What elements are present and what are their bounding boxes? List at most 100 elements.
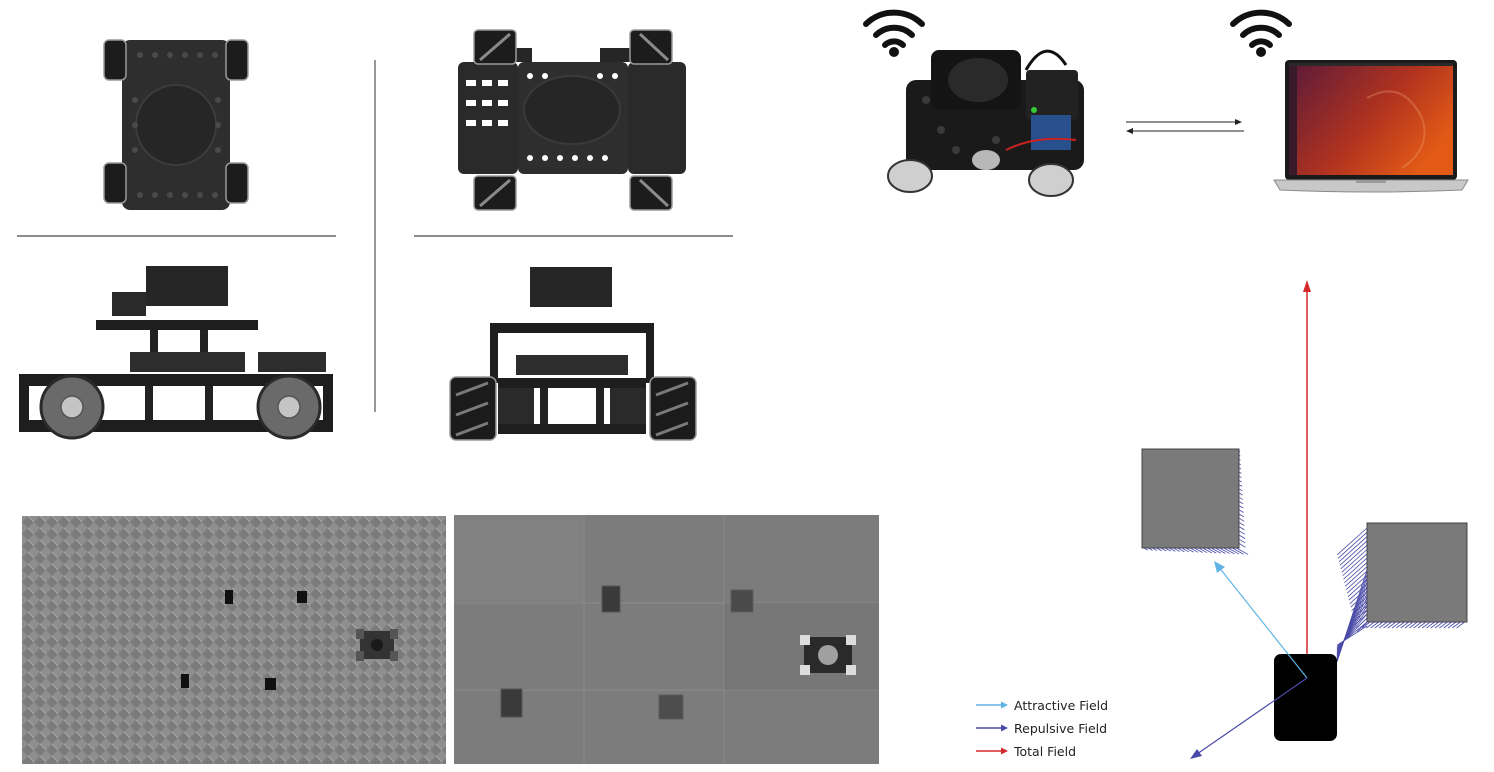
- repulsive-hatch-line: [1400, 621, 1409, 629]
- repulsive-hatch-line: [1227, 547, 1240, 555]
- repulsive-hatch-line: [1238, 496, 1243, 500]
- repulsive-hatch-line: [1346, 575, 1368, 594]
- repulsive-hatch-line: [1434, 621, 1444, 629]
- repulsive-hatch-line: [1206, 547, 1217, 554]
- repulsive-hatch-line: [1345, 570, 1368, 591]
- repulsive-hatch-line: [1238, 534, 1246, 539]
- legend-total-label: Total Field: [1014, 744, 1077, 759]
- wifi-icon: [1229, 8, 1293, 58]
- attractive-field-arrow: [1217, 565, 1308, 679]
- repulsive-hatch-line: [1160, 547, 1167, 552]
- repulsive-hatch-line: [1387, 621, 1397, 629]
- repulsive-hatch-line: [1169, 547, 1176, 552]
- robot-top-view-compact: [103, 39, 249, 210]
- repulsive-hatch-line: [1232, 547, 1244, 555]
- laptop-icon: [1272, 58, 1470, 194]
- wifi-icon: [862, 8, 926, 58]
- repulsive-hatch-line: [1361, 621, 1371, 629]
- repulsive-hatch-line: [1417, 621, 1427, 629]
- robot-side-view-wide: [449, 267, 697, 441]
- repulsive-hatch-line: [1238, 471, 1242, 474]
- repulsive-hatch-line: [1177, 547, 1185, 553]
- repulsive-hatch-line: [1238, 526, 1245, 531]
- repulsive-hatch-line: [1173, 547, 1181, 552]
- repulsive-hatch-line: [1238, 463, 1241, 465]
- real-environment: [454, 515, 879, 764]
- repulsive-hatch-line: [1337, 532, 1368, 559]
- repulsive-hatch-line: [1223, 547, 1235, 555]
- repulsive-hatch-line: [1391, 621, 1401, 629]
- repulsive-hatch-line: [1336, 625, 1368, 646]
- repulsive-hatch-line: [1370, 621, 1379, 629]
- repulsive-hatch-line: [1238, 517, 1245, 522]
- repulsive-hatch-line: [1238, 543, 1246, 548]
- repulsive-hatch-line: [1238, 509, 1244, 513]
- robot-photo: [886, 40, 1094, 200]
- repulsive-hatch-line: [1443, 621, 1452, 629]
- repulsive-hatch-line: [1426, 621, 1435, 629]
- repulsive-hatch-line: [1211, 547, 1221, 554]
- repulsive-hatch-line: [1452, 621, 1461, 629]
- repulsive-hatch-line: [1430, 621, 1440, 629]
- repulsive-hatch-line: [1190, 547, 1199, 553]
- field-legend: Attractive Field Repulsive Field Total F…: [975, 696, 1135, 762]
- repulsive-hatch-line: [1236, 547, 1249, 555]
- simulated-robot: [356, 629, 398, 661]
- repulsive-hatch-line: [1421, 621, 1431, 629]
- robot-side-view-compact: [19, 266, 333, 440]
- repulsive-hatch-line: [1396, 621, 1405, 629]
- repulsive-hatch-line: [1238, 530, 1245, 535]
- repulsive-hatch-line: [1238, 492, 1243, 496]
- repulsive-hatch-line: [1238, 467, 1242, 470]
- legend-repulsive-label: Repulsive Field: [1014, 721, 1108, 736]
- repulsive-hatch-line: [1238, 522, 1245, 526]
- repulsive-hatch-line: [1356, 622, 1368, 632]
- repulsive-hatch-line: [1336, 527, 1368, 556]
- repulsive-hatch-line: [1238, 475, 1242, 479]
- repulsive-hatch-line: [1238, 538, 1246, 544]
- repulsive-hatch-line: [1456, 621, 1465, 629]
- obstacle-left: [1141, 448, 1240, 549]
- repulsive-hatch-line: [1185, 547, 1194, 553]
- repulsive-hatch-line: [1338, 536, 1368, 563]
- repulsive-hatch-line: [1238, 488, 1243, 492]
- repulsive-hatch-line: [1202, 547, 1212, 554]
- repulsive-hatch-line: [1341, 549, 1368, 573]
- repulsive-field-lines-left: [1143, 450, 1249, 555]
- legend-attractive-label: Attractive Field: [1014, 698, 1109, 713]
- repulsive-hatch-line: [1238, 450, 1241, 452]
- repulsive-hatch-line: [1152, 547, 1158, 551]
- repulsive-hatch-line: [1238, 505, 1244, 509]
- potential-field-diagram: [1130, 270, 1480, 764]
- repulsive-hatch-line: [1374, 621, 1384, 629]
- repulsive-hatch-line: [1238, 513, 1244, 518]
- repulsive-hatch-line: [1215, 547, 1226, 554]
- repulsive-hatch-line: [1219, 547, 1231, 555]
- repulsive-hatch-line: [1413, 621, 1422, 629]
- repulsive-hatch-line: [1238, 484, 1243, 487]
- repulsive-hatch-line: [1342, 553, 1368, 577]
- repulsive-hatch-line: [1238, 459, 1241, 461]
- real-obstacles: [500, 585, 754, 720]
- repulsive-hatch-line: [1404, 621, 1414, 629]
- repulsive-hatch-line: [1164, 547, 1171, 552]
- obstacle-right: [1366, 522, 1468, 623]
- repulsive-field-lines-right: [1336, 527, 1465, 663]
- repulsive-hatch-line: [1439, 621, 1448, 629]
- repulsive-hatch-line: [1148, 547, 1153, 551]
- repulsive-hatch-line: [1344, 562, 1368, 584]
- robot-body: [1274, 654, 1337, 741]
- robot-cad-diagrams: [0, 0, 760, 470]
- robot-top-view-wide: [458, 29, 686, 211]
- repulsive-hatch-line: [1378, 621, 1388, 629]
- repulsive-hatch-line: [1339, 540, 1368, 566]
- repulsive-hatch-line: [1198, 547, 1208, 554]
- simulation-environment: [22, 516, 446, 764]
- repulsive-hatch-line: [1143, 547, 1149, 551]
- repulsive-hatch-line: [1238, 480, 1242, 483]
- repulsive-hatch-line: [1156, 547, 1162, 552]
- repulsive-hatch-line: [1181, 547, 1190, 553]
- repulsive-field-arrow: [1196, 677, 1308, 755]
- repulsive-hatch-line: [1238, 501, 1244, 505]
- repulsive-hatch-line: [1366, 621, 1375, 629]
